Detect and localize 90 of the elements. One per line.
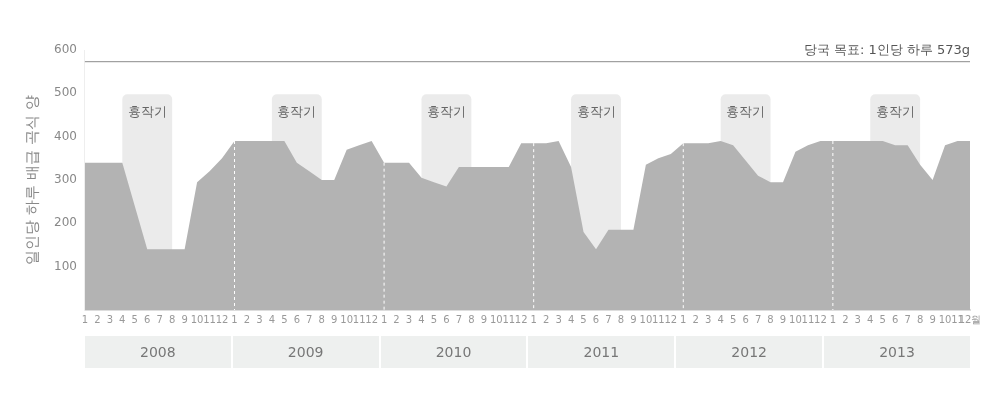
x-tick-label: 8 [767,313,774,325]
x-tick-label: 3 [405,313,413,325]
y-tick-label: 100 [54,258,77,273]
x-tick-label: 7 [754,313,762,325]
x-tick-label: 6 [592,313,600,325]
x-tick-label: 8 [916,313,924,325]
x-tick-label: 4 [867,313,874,325]
text: 2012 [674,336,823,368]
x-tick-label: 10 [938,313,952,325]
x-tick-label: 9 [929,313,936,325]
x-tick-label: 1 [530,313,537,325]
x-tick-label: 12 [365,313,378,325]
x-tick-label: 6 [144,313,151,325]
x-tick-label: 4 [717,313,724,325]
x-tick-label: 5 [580,313,587,325]
x-tick-label: 2 [393,313,400,325]
x-tick-label: 1 [231,313,238,325]
band-label: 흉작기 [726,104,766,120]
x-tick-label: 11 [651,313,665,325]
x-tick-label: 6 [443,313,450,325]
x-tick-label: 8 [168,313,176,325]
x-tick-label: 11 [203,313,216,325]
band-label: 흉작기 [127,104,167,120]
x-tick-label: 8 [617,313,625,325]
x-tick-label: 8 [318,313,325,325]
text: 2011 [526,336,675,368]
x-tick-label: 10 [789,313,802,325]
y-tick-label: 200 [54,215,77,230]
x-tick-label: 12 [514,313,528,325]
x-tick-label: 11 [352,313,366,325]
y-axis-title: 일인당 하루 배급 곡식 양 [22,95,41,265]
text: 2008 [84,336,231,368]
x-tick-label: 7 [904,313,911,325]
x-tick-label: 3 [256,313,263,325]
x-tick-label: 5 [131,313,138,325]
x-tick-label: 11 [502,313,516,325]
x-tick-label: 6 [892,313,899,325]
x-tick-label: 5 [879,313,886,325]
x-tick-label: 10 [190,313,204,325]
x-tick-label: 10 [639,313,653,325]
y-tick-label: 400 [54,128,77,143]
x-tick-label: 1 [380,313,388,325]
x-tick-label: 2 [842,313,849,325]
x-tick-label: 6 [293,313,301,325]
x-tick-label: 2 [542,313,550,325]
x-tick-label: 4 [418,313,425,325]
x-tick-label: 12 [664,313,678,325]
band-label: 흉작기 [426,104,466,120]
text: 2009 [230,336,379,368]
x-tick-label: 5 [281,313,288,325]
x-tick-label: 7 [605,313,612,325]
band-label: 흉작기 [875,104,915,120]
x-tick-label: 1 [81,313,89,325]
x-tick-label: 3 [854,313,861,325]
x-tick-label: 4 [119,313,126,325]
x-tick-label: 9 [630,313,637,325]
x-tick-label: 7 [455,313,463,325]
y-tick-label: 300 [54,172,77,187]
y-tick-label: 500 [54,85,77,100]
x-tick-label: 6 [742,313,749,325]
band-label: 흉작기 [277,104,317,120]
x-tick-label: 9 [779,313,787,325]
x-tick-label: 10 [340,313,354,325]
x-tick-label: 1 [680,313,687,325]
x-tick-label: 12 [814,313,827,325]
x-tick-label: 5 [729,313,737,325]
x-tick-label: 2 [692,313,699,325]
x-tick-label: 7 [306,313,313,325]
x-tick-label: 2 [243,313,251,325]
x-tick-label: 9 [480,313,488,325]
x-tick-label: 5 [430,313,438,325]
x-tick-label: 9 [181,313,188,325]
band-label: 흉작기 [576,104,616,120]
x-tick-label: 4 [567,313,575,325]
x-tick-label: 4 [268,313,276,325]
x-tick-label: 11 [801,313,815,325]
x-tick-label: 10 [489,313,503,325]
x-tick-label: 3 [106,313,114,325]
text: 2013 [822,336,970,368]
x-tick-label: 12 [215,313,229,325]
y-tick-label: 600 [54,42,77,57]
x-tick-label: 2 [94,313,101,325]
x-tick-label: 8 [468,313,475,325]
x-tick-label: 7 [156,313,163,325]
x-tick-label: 9 [331,313,338,325]
text: 2010 [378,336,527,368]
ref-line-label: 당국 목표: 1인당 하루 573g [803,41,970,57]
x-tick-label: 3 [705,313,712,325]
x-tick-label: 1 [829,313,837,325]
x-tick-label: 3 [555,313,562,325]
